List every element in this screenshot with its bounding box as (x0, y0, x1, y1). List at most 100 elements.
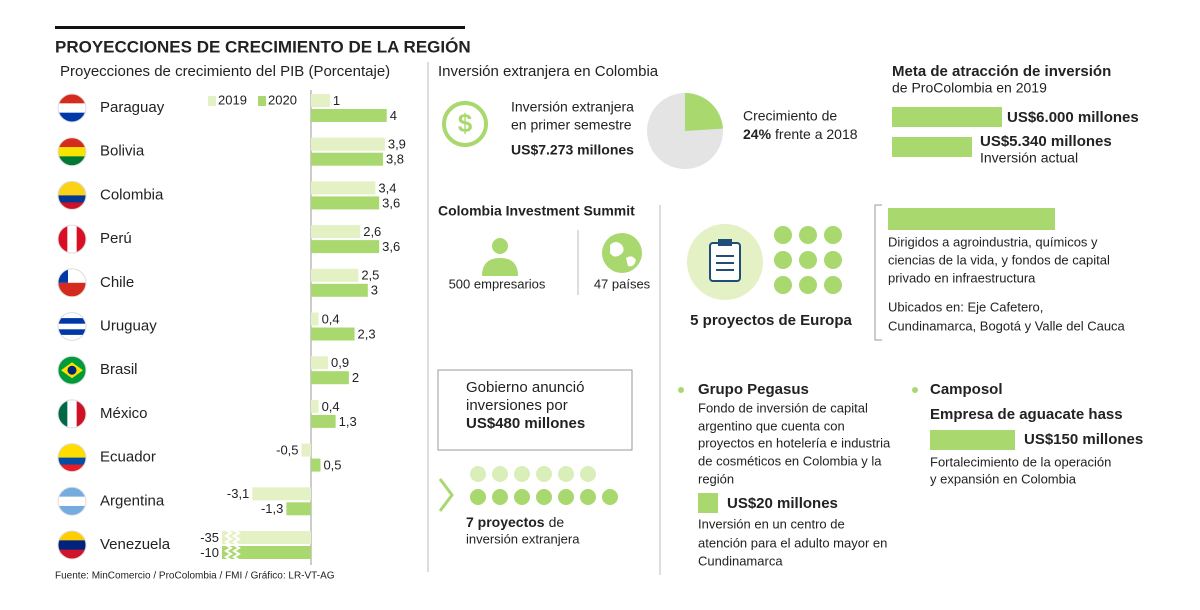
value-label: -10 (200, 545, 219, 560)
bar (311, 356, 329, 370)
item-label: 47 países (594, 276, 651, 291)
flag-stripe (58, 531, 86, 541)
flag-detail (67, 365, 77, 375)
flag-stripe (58, 334, 86, 341)
flag-stripe (58, 450, 86, 459)
dot (558, 466, 574, 482)
europe-label: 5 proyectos de Europa (690, 312, 852, 329)
dot (602, 489, 618, 505)
category-label: Brasil (100, 361, 138, 378)
dot (799, 251, 817, 269)
flag-stripe (58, 94, 86, 104)
text-line: proyectos en hotelería e industria (698, 435, 891, 450)
flag-stripe (58, 329, 86, 336)
dot (774, 251, 792, 269)
dot (799, 276, 817, 294)
flag-stripe (58, 312, 86, 319)
amount: US$6.000 millones (1007, 109, 1139, 126)
flag-stripe (58, 112, 86, 122)
bar-decoration (892, 137, 972, 157)
bracket (874, 204, 882, 341)
value-label: -1,3 (261, 501, 283, 516)
value-label: 1 (333, 93, 340, 108)
flags (57, 93, 87, 560)
flag-border (57, 268, 87, 298)
bar (252, 487, 311, 501)
section-title: Grupo Pegasus (698, 381, 809, 398)
category-label: Paraguay (100, 99, 165, 116)
flag-border (57, 93, 87, 123)
flag-stripe (58, 318, 86, 325)
category-label: Perú (100, 230, 132, 247)
text-line: Dirigidos a agroindustria, químicos y (888, 234, 1098, 249)
section-title: Inversión extranjera en Colombia (438, 63, 659, 80)
flag-stripe (58, 147, 86, 157)
category-label: Bolivia (100, 143, 145, 160)
dot (492, 489, 508, 505)
dot (514, 489, 530, 505)
value-label: 2,3 (358, 326, 376, 341)
item-label: 500 empresarios (449, 276, 546, 291)
value-label: 2,6 (363, 224, 381, 239)
bar (311, 268, 359, 282)
category-label: Uruguay (100, 317, 157, 334)
header-rule (55, 26, 465, 29)
dot (774, 226, 792, 244)
legend-swatch (208, 96, 216, 106)
flag-stripe (58, 225, 68, 254)
bar (222, 546, 311, 559)
dot (580, 489, 596, 505)
text-line: 24% frente a 2018 (743, 126, 858, 142)
flag-stripe (76, 399, 86, 428)
flag-border (57, 312, 87, 341)
text-line: Ubicados en: Eje Cafetero, (888, 299, 1043, 314)
flag-stripe (58, 496, 86, 507)
value-label: -35 (200, 530, 219, 545)
value-label: 3,6 (382, 195, 400, 210)
category-label: Chile (100, 274, 134, 291)
text-line: de (549, 514, 565, 530)
bar (311, 152, 383, 166)
text-line: de ProColombia en 2019 (892, 80, 1047, 96)
text-line: Crecimiento de (743, 108, 837, 124)
flag (58, 94, 86, 122)
flag-border (57, 530, 87, 560)
box (437, 369, 633, 451)
dot (492, 466, 508, 482)
value-label: -3,1 (227, 486, 249, 501)
flag-stripe (58, 195, 86, 203)
bar-decoration (930, 430, 1015, 450)
flag-border (57, 137, 87, 167)
text-line: Fortalecimiento de la operación (930, 454, 1111, 469)
bar (311, 414, 336, 428)
flag (58, 399, 86, 428)
growth-label: 24% (743, 126, 772, 142)
flag-border (57, 224, 87, 254)
flag-stripe (67, 399, 78, 428)
value-label: 3,8 (386, 152, 404, 167)
flag-stripe (58, 549, 86, 559)
person-icon (482, 238, 518, 276)
flag (58, 225, 86, 254)
clipboard-icon (709, 239, 741, 282)
flag (58, 181, 86, 210)
dot (824, 276, 842, 294)
bullet (678, 387, 684, 393)
text-line: Inversión actual (980, 150, 1078, 166)
text-line: región (698, 471, 734, 486)
flag (58, 531, 86, 559)
value-label: 3,4 (378, 180, 396, 195)
flag-stripe (58, 202, 86, 210)
category-label: México (100, 405, 148, 422)
bar-decoration (698, 493, 718, 513)
value-label: 3,9 (388, 137, 406, 152)
text-line: privado en infraestructura (888, 270, 1036, 285)
chevron (438, 478, 454, 512)
category-label: Colombia (100, 186, 164, 203)
pie-slice (685, 93, 723, 131)
legend-swatch (258, 96, 266, 106)
text-line: 7 proyectos de (466, 514, 564, 530)
flag (58, 268, 86, 297)
flag-stripe (58, 181, 86, 189)
